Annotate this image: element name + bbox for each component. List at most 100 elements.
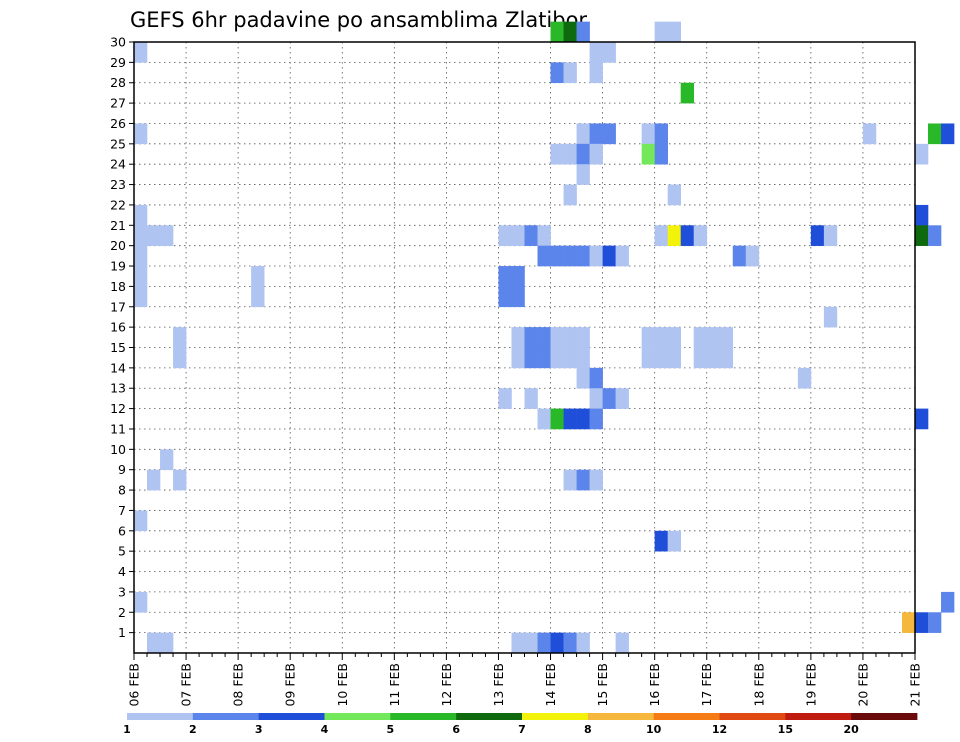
y-tick-label: 20 bbox=[110, 238, 126, 253]
precip-cell bbox=[589, 245, 603, 267]
precip-cell bbox=[654, 530, 668, 552]
precip-cell bbox=[641, 143, 655, 165]
y-tick-label: 10 bbox=[110, 442, 126, 457]
precip-cell bbox=[550, 62, 564, 84]
colorbar-label: 5 bbox=[387, 723, 395, 736]
precip-cell bbox=[654, 225, 668, 246]
precip-cell bbox=[823, 306, 838, 328]
precip-cell bbox=[732, 245, 747, 267]
y-tick-label: 6 bbox=[118, 523, 126, 538]
precip-cell bbox=[498, 388, 512, 409]
chart-title: GEFS 6hr padavine po ansamblima Zlatibor bbox=[130, 8, 587, 32]
precip-cell bbox=[511, 266, 525, 287]
precip-cell bbox=[550, 245, 564, 267]
y-tick-label: 11 bbox=[110, 421, 126, 436]
precip-cell bbox=[589, 62, 603, 84]
precip-cell bbox=[511, 286, 525, 308]
y-tick-label: 24 bbox=[110, 157, 126, 172]
precip-cell bbox=[654, 347, 668, 369]
precip-cell bbox=[667, 225, 681, 246]
x-tick-label: 15 FEB bbox=[595, 663, 610, 707]
precip-cell bbox=[134, 42, 148, 63]
precip-cell bbox=[693, 347, 708, 369]
precip-cell bbox=[901, 612, 916, 633]
x-tick-label: 07 FEB bbox=[179, 663, 194, 707]
x-tick-label: 06 FEB bbox=[127, 663, 142, 707]
precip-cell bbox=[160, 225, 174, 246]
precip-cell bbox=[654, 143, 668, 165]
precip-cell bbox=[576, 327, 590, 348]
x-tick-label: 18 FEB bbox=[751, 663, 766, 707]
precip-cell bbox=[719, 327, 734, 348]
precip-cell bbox=[576, 408, 590, 430]
colorbar-swatch bbox=[785, 713, 852, 720]
y-tick-label: 27 bbox=[110, 96, 126, 111]
precip-cell bbox=[498, 286, 512, 308]
y-tick-label: 19 bbox=[110, 259, 126, 274]
precip-cell bbox=[745, 245, 760, 267]
y-tick-label: 9 bbox=[118, 462, 126, 477]
colorbar-swatch bbox=[719, 713, 786, 720]
precip-cell bbox=[810, 225, 825, 246]
colorbar-swatch bbox=[258, 713, 325, 720]
precip-cell bbox=[537, 245, 551, 267]
colorbar-label: 8 bbox=[584, 723, 592, 736]
precip-cell bbox=[928, 612, 942, 633]
x-tick-label: 17 FEB bbox=[699, 663, 714, 707]
precip-cell bbox=[667, 347, 681, 369]
precip-cell bbox=[576, 21, 590, 43]
precip-cell bbox=[563, 62, 577, 84]
colorbar-swatch bbox=[851, 713, 918, 720]
precip-cell bbox=[706, 347, 721, 369]
x-tick-label: 19 FEB bbox=[803, 663, 818, 707]
precip-cell bbox=[134, 286, 148, 308]
y-tick-label: 4 bbox=[118, 564, 126, 579]
precip-cell bbox=[160, 632, 174, 654]
precip-cell bbox=[537, 632, 551, 654]
colorbar: 1 2 3 4 5 6 7 8 10 12 15 20 bbox=[123, 713, 918, 736]
colorbar-swatch bbox=[653, 713, 720, 720]
precip-cell bbox=[615, 632, 629, 654]
precip-cell bbox=[915, 204, 929, 226]
colorbar-label: 3 bbox=[255, 723, 263, 736]
precip-cell bbox=[537, 408, 551, 430]
precip-cell bbox=[563, 632, 577, 654]
precip-cell bbox=[563, 143, 577, 165]
precip-cell bbox=[928, 123, 942, 145]
y-tick-label: 3 bbox=[118, 584, 126, 599]
precip-cell bbox=[251, 286, 265, 308]
precip-cell bbox=[147, 469, 161, 491]
precip-cell bbox=[941, 123, 955, 145]
x-tick-label: 12 FEB bbox=[439, 663, 454, 707]
precip-cell bbox=[576, 347, 590, 369]
precip-cell bbox=[928, 225, 942, 246]
precip-cell bbox=[173, 469, 187, 491]
precip-cell bbox=[511, 327, 525, 348]
colorbar-swatch bbox=[456, 713, 523, 720]
precip-cell bbox=[719, 347, 734, 369]
precip-cell bbox=[667, 21, 681, 43]
colorbar-label: 20 bbox=[844, 723, 860, 736]
precip-cell bbox=[602, 388, 616, 409]
precip-cell bbox=[576, 469, 590, 491]
precip-cell bbox=[589, 469, 603, 491]
precip-cell bbox=[550, 21, 564, 43]
precip-cell bbox=[537, 225, 551, 246]
colorbar-label: 7 bbox=[518, 723, 526, 736]
y-tick-label: 23 bbox=[110, 177, 126, 192]
y-tick-label: 14 bbox=[110, 360, 126, 375]
colorbar-label: 10 bbox=[646, 723, 662, 736]
precip-cell bbox=[576, 123, 590, 145]
y-tick-label: 15 bbox=[110, 340, 126, 355]
precip-cell bbox=[524, 327, 538, 348]
precip-cell bbox=[173, 347, 187, 369]
precip-cell bbox=[589, 123, 603, 145]
precip-cell bbox=[550, 347, 564, 369]
y-tick-label: 29 bbox=[110, 55, 126, 70]
precip-cell bbox=[134, 245, 148, 267]
precip-cell bbox=[915, 143, 929, 165]
x-tick-label: 10 FEB bbox=[335, 663, 350, 707]
precip-cell bbox=[615, 388, 629, 409]
precip-cell bbox=[693, 327, 708, 348]
